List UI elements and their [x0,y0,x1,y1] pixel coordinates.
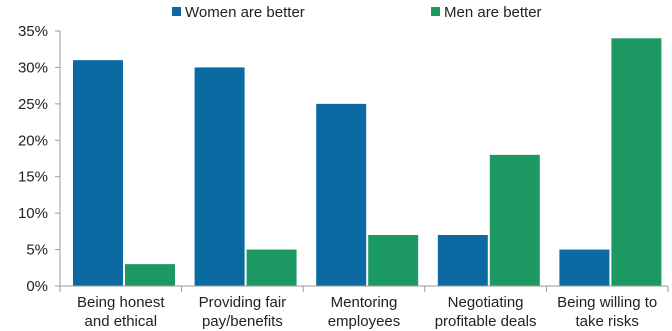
x-axis: Being honest and ethical Providing fair pay… [59,285,669,330]
y-tick-label: 10% [18,205,48,222]
bar-men-0 [125,264,175,286]
bar-women-1 [194,67,245,286]
y-axis: 0% 5% 10% 15% 20% 25% 30% 35% [18,23,61,295]
bar-women-4 [559,249,610,286]
x-category-label: employees [328,313,401,330]
x-category-label: Providing fair [199,294,287,311]
x-category-label: pay/benefits [202,313,283,330]
x-category-label: Being honest [77,294,165,311]
chart-legend: Women are better Men are better [172,4,542,21]
x-category-label: take risks [576,313,639,330]
bar-women-3 [437,235,488,286]
y-tick-label: 35% [18,23,48,40]
bar-women-0 [73,60,123,287]
x-category-label: Negotiating [448,294,524,311]
y-tick-label: 0% [26,278,48,295]
y-tick-label: 30% [18,59,48,76]
y-tick-label: 20% [18,132,48,149]
legend-label-1: Men are better [444,4,542,21]
legend-swatch-0 [172,7,181,16]
x-category-label: Mentoring [331,294,398,311]
y-tick-label: 15% [18,169,48,186]
bar-men-2 [368,235,419,286]
bar-men-1 [246,249,297,286]
legend-swatch-1 [431,7,440,16]
y-tick-label: 5% [26,242,48,259]
x-category-label: Being willing to [557,294,657,311]
bars [73,38,662,287]
bar-men-3 [489,154,540,286]
y-tick-label: 25% [18,96,48,113]
legend-label-0: Women are better [185,4,305,21]
bar-men-4 [611,38,662,287]
x-category-label: profitable deals [435,313,537,330]
x-category-label: and ethical [85,313,158,330]
bar-women-2 [316,103,367,286]
